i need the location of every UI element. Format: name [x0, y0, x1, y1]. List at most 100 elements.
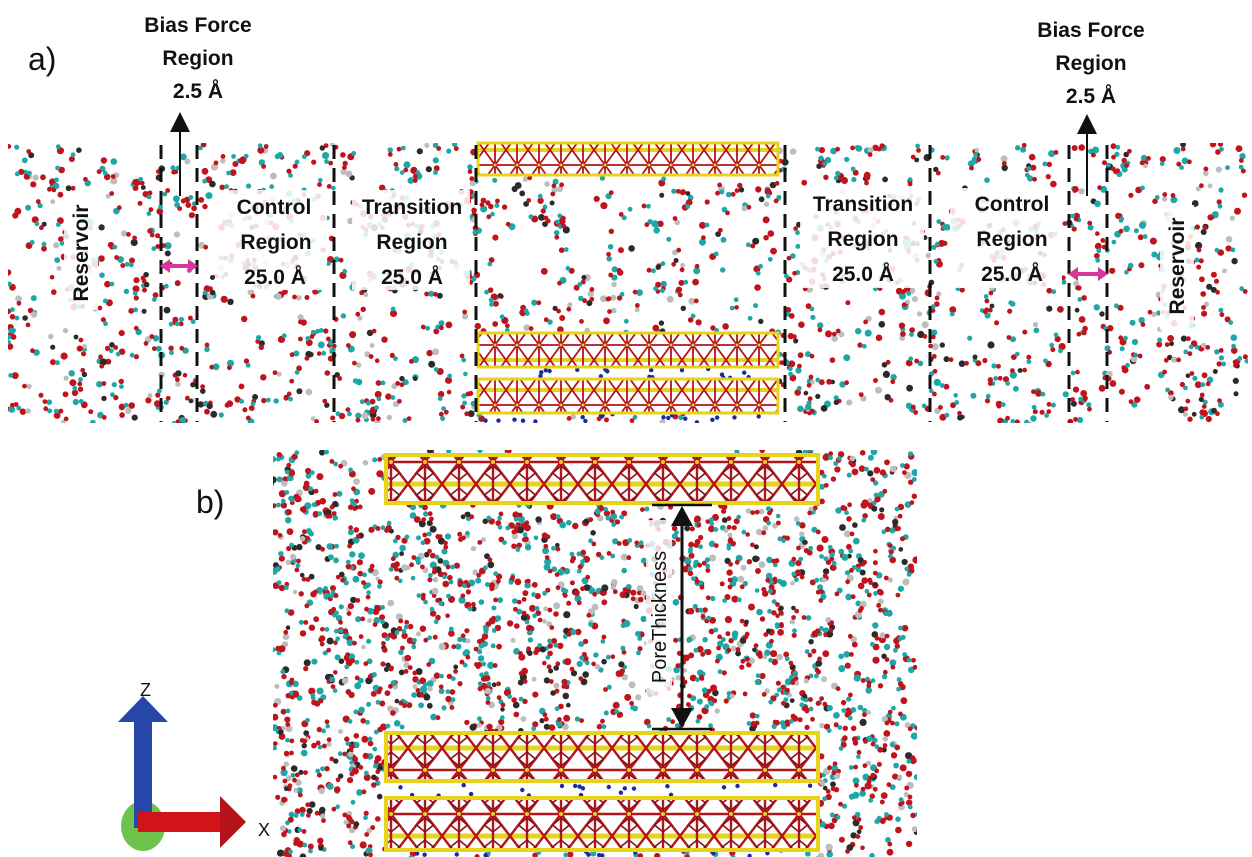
- molecule: [483, 671, 491, 682]
- molecule: [119, 384, 124, 389]
- molecule: [593, 195, 600, 202]
- molecule: [1182, 411, 1188, 417]
- molecule: [688, 652, 695, 659]
- molecule: [182, 372, 188, 378]
- molecule: [819, 482, 829, 490]
- molecule: [611, 266, 622, 273]
- molecule: [375, 380, 386, 386]
- molecule: [881, 716, 890, 726]
- molecule: [322, 647, 332, 656]
- ion: [422, 852, 427, 857]
- molecule: [1081, 330, 1087, 336]
- molecule: [416, 631, 421, 637]
- molecule: [437, 390, 445, 401]
- molecule: [394, 575, 403, 584]
- molecule: [767, 230, 775, 237]
- molecule: [198, 241, 209, 250]
- molecule: [1109, 380, 1117, 387]
- bias-double-arrow-left: [160, 259, 198, 273]
- transition-left-line3: 25.0 Å: [381, 265, 443, 289]
- molecule: [375, 699, 386, 707]
- molecule: [200, 384, 206, 394]
- molecule: [344, 736, 351, 746]
- molecule: [629, 414, 638, 423]
- molecule: [897, 585, 905, 592]
- molecule: [841, 553, 849, 561]
- molecule: [1098, 384, 1106, 392]
- molecule: [659, 192, 665, 198]
- molecule: [474, 322, 481, 330]
- molecule: [204, 342, 210, 353]
- molecule: [666, 236, 672, 242]
- molecule: [1009, 301, 1016, 307]
- molecule: [206, 403, 213, 410]
- molecule: [934, 239, 946, 247]
- molecule: [48, 333, 54, 340]
- molecule: [356, 559, 363, 566]
- molecule: [900, 463, 910, 470]
- molecule: [324, 719, 331, 729]
- molecule: [354, 682, 362, 690]
- molecule: [633, 603, 639, 610]
- molecule: [465, 530, 470, 536]
- control-right-line2: Region: [976, 228, 1047, 251]
- molecule: [294, 563, 301, 573]
- molecule: [366, 582, 372, 587]
- molecule: [845, 574, 854, 585]
- sheet-top: [476, 141, 780, 177]
- molecule: [997, 417, 1006, 423]
- molecule: [903, 791, 913, 800]
- molecule: [680, 305, 686, 311]
- molecule: [492, 321, 499, 327]
- molecule: [25, 240, 35, 250]
- molecule: [679, 262, 685, 273]
- molecule: [573, 282, 583, 291]
- molecule: [163, 395, 171, 405]
- molecule: [460, 514, 466, 520]
- molecule: [366, 638, 372, 644]
- molecule: [861, 499, 869, 507]
- molecule: [465, 511, 475, 520]
- molecule: [231, 154, 237, 159]
- molecule: [708, 698, 718, 706]
- ion: [694, 420, 700, 423]
- molecule: [1133, 352, 1143, 359]
- molecule: [627, 206, 633, 212]
- molecule: [256, 335, 262, 341]
- molecule: [716, 640, 724, 651]
- molecule: [1043, 358, 1052, 368]
- molecule: [53, 242, 60, 249]
- molecule: [403, 161, 411, 169]
- molecule: [465, 638, 471, 644]
- molecule: [559, 521, 567, 529]
- molecule: [748, 603, 755, 611]
- molecule: [555, 542, 560, 548]
- molecule: [431, 587, 439, 595]
- molecule: [332, 490, 343, 497]
- bias-left-line2: Region: [162, 47, 233, 70]
- molecule: [224, 402, 230, 408]
- molecule: [553, 661, 561, 671]
- molecule: [842, 725, 848, 731]
- molecule: [550, 513, 561, 521]
- molecule: [879, 143, 885, 149]
- ion: [483, 853, 488, 857]
- molecule: [474, 854, 480, 857]
- molecule: [404, 654, 412, 662]
- molecule: [185, 202, 192, 209]
- molecule: [1194, 381, 1206, 389]
- molecule: [1133, 396, 1141, 404]
- molecule: [351, 486, 361, 496]
- molecule: [896, 677, 904, 687]
- molecule: [450, 562, 460, 570]
- molecule: [863, 315, 872, 325]
- molecule: [917, 330, 928, 339]
- molecule: [1196, 264, 1202, 270]
- molecule: [62, 328, 69, 334]
- molecule: [801, 179, 808, 186]
- molecule: [636, 585, 644, 596]
- molecule: [762, 525, 769, 531]
- molecule: [107, 241, 114, 249]
- molecule: [875, 386, 882, 394]
- molecule: [655, 264, 661, 270]
